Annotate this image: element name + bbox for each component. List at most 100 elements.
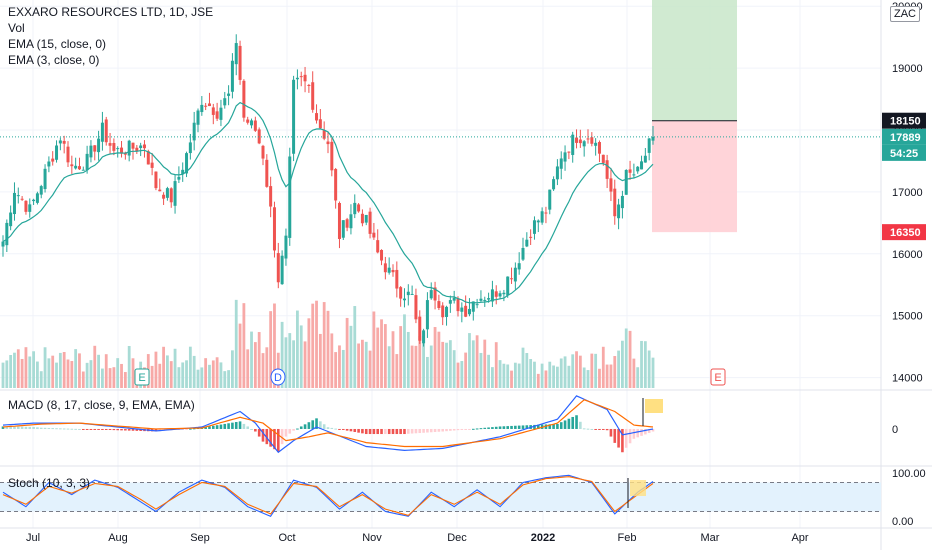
macd-hist-bar xyxy=(257,428,261,437)
stoch-highlight xyxy=(630,480,646,496)
candle-body xyxy=(142,144,146,149)
candle-body xyxy=(402,298,406,301)
currency-badge[interactable]: ZAC xyxy=(890,6,920,22)
volume-bar xyxy=(491,367,494,388)
candle-body xyxy=(307,84,311,86)
candle-body xyxy=(613,188,617,217)
macd-hist-bar xyxy=(322,424,326,429)
volume-bar xyxy=(192,355,196,388)
candle-body xyxy=(490,289,494,302)
candle-body xyxy=(567,151,571,153)
macd-hist-bar xyxy=(471,428,475,430)
candle-body xyxy=(51,158,55,162)
indicator-ema3[interactable]: EMA (3, close, 0) xyxy=(8,53,100,67)
macd-hist-bar xyxy=(640,428,643,436)
volume-bar xyxy=(376,327,380,388)
macd-hist-bar xyxy=(510,425,513,429)
macd-hist-bar xyxy=(406,428,410,434)
volume-bar xyxy=(58,352,62,388)
macd-hist-bar xyxy=(548,424,552,429)
candle-body xyxy=(380,249,384,261)
volume-bar xyxy=(345,317,349,388)
candle-body xyxy=(169,188,173,203)
volume-bar xyxy=(605,364,609,388)
volume-bar xyxy=(1,362,5,388)
macd-hist-bar xyxy=(338,428,341,430)
macd-hist-bar xyxy=(452,428,456,431)
macd-hist-bar xyxy=(632,428,636,439)
symbol-title[interactable]: EXXARO RESOURCES LTD, 1D, JSE xyxy=(8,5,214,19)
macd-hist-bar xyxy=(582,428,586,430)
stoch-pane-title[interactable]: Stoch (10, 3, 3) xyxy=(8,476,91,490)
volume-bar xyxy=(296,310,299,388)
volume-bar xyxy=(101,368,104,388)
volume-bar xyxy=(383,324,387,388)
candle-body xyxy=(219,107,223,120)
indicator-ema15[interactable]: EMA (15, close, 0) xyxy=(8,37,107,51)
volume-bar xyxy=(47,358,51,388)
volume-bar xyxy=(640,340,643,388)
candle-body xyxy=(238,45,242,80)
candle-body xyxy=(223,98,227,106)
volume-bars xyxy=(1,299,655,388)
volume-bar xyxy=(502,363,506,388)
macd-hist-bar xyxy=(101,428,104,430)
volume-bar xyxy=(16,349,20,388)
volume-bar xyxy=(391,331,395,388)
volume-bar xyxy=(471,340,475,388)
macd-hist-bar xyxy=(536,424,540,429)
ema15-line xyxy=(2,101,654,304)
candle-body xyxy=(35,193,39,203)
macd-hist-bar xyxy=(9,426,12,429)
volume-bar xyxy=(227,370,230,388)
candle-body xyxy=(337,202,341,239)
macd-pane-title[interactable]: MACD (8, 17, close, 9, EMA, EMA) xyxy=(8,398,195,412)
macd-hist-bar xyxy=(567,418,571,429)
macd-hist-bar xyxy=(468,428,471,430)
macd-hist-bar xyxy=(445,428,448,432)
macd-hist-bar xyxy=(311,420,315,429)
candle-body xyxy=(395,269,399,289)
macd-hist-bar xyxy=(97,428,100,430)
volume-bar xyxy=(559,358,563,388)
candle-body xyxy=(590,137,594,144)
time-axis-label: Nov xyxy=(362,532,382,544)
dividend-marker-box xyxy=(270,368,286,386)
volume-bar xyxy=(32,351,35,388)
macd-hist-bar xyxy=(120,428,123,431)
macd-hist-bar xyxy=(20,426,24,429)
macd-hist-bar xyxy=(326,427,330,429)
time-axis-label: 2022 xyxy=(531,532,555,544)
volume-bar xyxy=(200,367,204,388)
volume-bar xyxy=(556,366,559,388)
macd-hist-bar xyxy=(154,428,158,432)
macd-hist-bar xyxy=(74,428,77,430)
volume-bar xyxy=(246,349,250,388)
macd-hist-bar xyxy=(59,428,62,430)
candle-body xyxy=(196,110,200,125)
candle-body xyxy=(399,287,403,299)
candle-body xyxy=(391,269,395,273)
candle-body xyxy=(640,161,644,170)
macd-hist-bar xyxy=(571,416,575,429)
volume-bar xyxy=(479,352,483,388)
volume-bar xyxy=(127,345,131,388)
candle-body xyxy=(525,239,529,247)
stoch-tick-label: 0.00 xyxy=(892,516,913,528)
volume-bar xyxy=(437,331,441,388)
volume-bar xyxy=(448,340,452,388)
macd-hist-bar xyxy=(464,428,467,430)
volume-bar xyxy=(364,341,368,388)
macd-hist-bar xyxy=(238,421,242,429)
candle-body xyxy=(559,158,563,169)
macd-hist-bar xyxy=(598,428,601,430)
volume-bar xyxy=(651,357,655,388)
indicator-vol[interactable]: Vol xyxy=(8,21,25,35)
macd-hist-bar xyxy=(250,428,253,430)
volume-bar xyxy=(188,346,192,388)
macd-hist-bar xyxy=(208,426,211,429)
macd-hist-bar xyxy=(319,421,322,429)
candle-body xyxy=(425,300,429,330)
